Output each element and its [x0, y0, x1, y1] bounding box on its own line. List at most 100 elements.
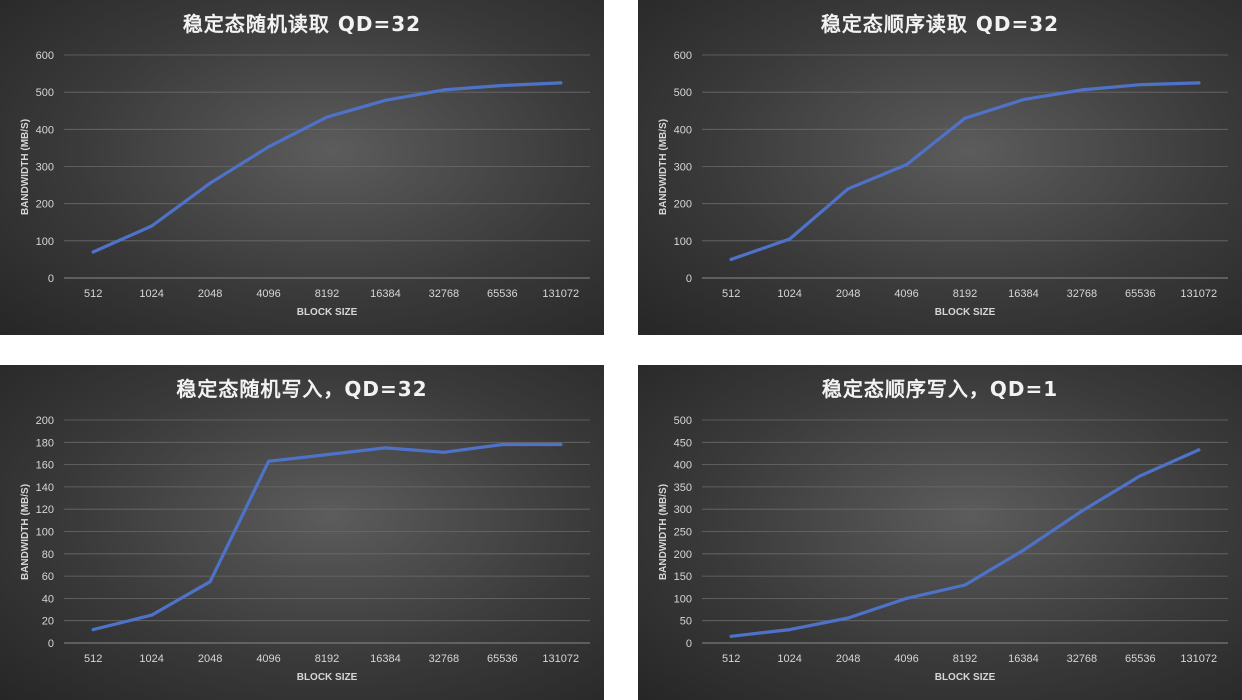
- y-tick-label: 80: [42, 549, 54, 561]
- data-point: [1021, 548, 1026, 552]
- y-tick-label: 300: [674, 504, 692, 516]
- y-tick-label: 600: [36, 50, 54, 62]
- x-tick-label: 1024: [139, 653, 163, 665]
- chart-svg: 稳定态顺序读取 QD=32 BANDWIDTH (MB/S) BLOCK SIZ…: [658, 12, 1228, 318]
- y-tick-label: 40: [42, 593, 54, 605]
- x-tick-label: 512: [84, 653, 102, 665]
- y-tick-label: 0: [686, 638, 692, 650]
- x-tick-label: 65536: [487, 653, 518, 665]
- x-tick-label: 8192: [953, 653, 977, 665]
- y-tick-label: 300: [36, 162, 54, 174]
- y-tick-label: 60: [42, 571, 54, 583]
- x-tick-label: 65536: [487, 288, 518, 300]
- y-tick-label: 50: [680, 616, 692, 628]
- data-point: [1021, 98, 1026, 102]
- data-point: [788, 237, 792, 241]
- data-point: [788, 628, 792, 632]
- y-tick-label: 0: [686, 273, 692, 285]
- chart-svg: 稳定态顺序写入，QD=1 BANDWIDTH (MB/S) BLOCK SIZE…: [658, 377, 1228, 683]
- x-tick-label: 1024: [777, 653, 801, 665]
- x-tick-label: 16384: [370, 653, 401, 665]
- y-tick-label: 350: [674, 482, 692, 494]
- y-tick-label: 20: [42, 616, 54, 628]
- x-tick-label: 32768: [429, 653, 460, 665]
- data-point: [1080, 88, 1084, 92]
- chart-panel-sequential-write: 稳定态顺序写入，QD=1 BANDWIDTH (MB/S) BLOCK SIZE…: [638, 365, 1242, 700]
- data-point: [846, 187, 850, 191]
- x-tick-label: 2048: [836, 288, 860, 300]
- x-axis-label: BLOCK SIZE: [297, 307, 358, 318]
- data-point: [1138, 474, 1142, 478]
- data-point: [91, 628, 95, 632]
- y-tick-label: 0: [48, 638, 54, 650]
- x-tick-label: 1024: [777, 288, 801, 300]
- y-tick-label: 200: [674, 549, 692, 561]
- gridlines: [64, 419, 590, 644]
- series-line: [91, 81, 563, 254]
- chart-title: 稳定态随机写入，QD=32: [176, 377, 427, 401]
- x-axis-label: BLOCK SIZE: [297, 672, 358, 683]
- data-point: [208, 181, 212, 185]
- x-tick-label: 16384: [1008, 653, 1039, 665]
- data-point: [150, 613, 154, 617]
- x-tick-label: 131072: [542, 653, 579, 665]
- y-axis-label: BANDWIDTH (MB/S): [658, 484, 669, 580]
- series-line: [91, 442, 563, 632]
- y-axis-label: BANDWIDTH (MB/S): [658, 119, 669, 215]
- x-tick-label: 1024: [139, 288, 163, 300]
- data-point: [150, 224, 154, 228]
- chart-panel-sequential-read: 稳定态顺序读取 QD=32 BANDWIDTH (MB/S) BLOCK SIZ…: [638, 0, 1242, 335]
- data-point: [1080, 509, 1084, 513]
- x-tick-label: 32768: [1067, 653, 1098, 665]
- y-tick-label: 400: [674, 124, 692, 136]
- x-tick-label: 131072: [542, 288, 579, 300]
- y-tick-label: 250: [674, 527, 692, 539]
- x-tick-label: 512: [722, 653, 740, 665]
- chart-svg: 稳定态随机写入，QD=32 BANDWIDTH (MB/S) BLOCK SIZ…: [20, 377, 590, 683]
- x-tick-label: 8192: [953, 288, 977, 300]
- chart-panel-random-write: 稳定态随机写入，QD=32 BANDWIDTH (MB/S) BLOCK SIZ…: [0, 365, 604, 700]
- x-tick-label: 16384: [370, 288, 401, 300]
- y-tick-label: 400: [674, 460, 692, 472]
- y-tick-label: 100: [36, 236, 54, 248]
- data-point: [500, 442, 504, 447]
- chart-title: 稳定态顺序写入，QD=1: [822, 377, 1058, 401]
- y-tick-label: 500: [674, 87, 692, 99]
- x-tick-label: 131072: [1180, 288, 1217, 300]
- chart-svg: 稳定态随机读取 QD=32 BANDWIDTH (MB/S) BLOCK SIZ…: [20, 12, 590, 318]
- x-tick-label: 16384: [1008, 288, 1039, 300]
- x-tick-label: 512: [84, 288, 102, 300]
- data-point: [559, 442, 563, 447]
- x-tick-label: 32768: [429, 288, 460, 300]
- data-point: [846, 616, 850, 620]
- data-point: [500, 83, 504, 88]
- x-tick-label: 2048: [836, 653, 860, 665]
- y-axis-label: BANDWIDTH (MB/S): [20, 484, 31, 580]
- y-tick-label: 500: [674, 415, 692, 427]
- data-point: [1197, 448, 1201, 452]
- data-point: [1197, 81, 1201, 85]
- y-tick-label: 600: [674, 50, 692, 62]
- y-tick-label: 450: [674, 437, 692, 449]
- series-line: [729, 448, 1201, 638]
- y-tick-label: 400: [36, 124, 54, 136]
- x-tick-label: 8192: [315, 288, 339, 300]
- data-point: [442, 88, 446, 92]
- y-tick-label: 200: [36, 415, 54, 427]
- data-point: [729, 257, 733, 262]
- x-tick-label: 4096: [894, 288, 918, 300]
- x-axis-label: BLOCK SIZE: [935, 672, 996, 683]
- x-tick-label: 512: [722, 288, 740, 300]
- gridlines: [702, 419, 1228, 644]
- y-tick-label: 0: [48, 273, 54, 285]
- x-tick-label: 2048: [198, 288, 222, 300]
- y-tick-label: 100: [674, 593, 692, 605]
- chart-panel-random-read: 稳定态随机读取 QD=32 BANDWIDTH (MB/S) BLOCK SIZ…: [0, 0, 604, 335]
- y-tick-label: 180: [36, 437, 54, 449]
- x-tick-label: 65536: [1125, 653, 1156, 665]
- gridlines: [702, 54, 1228, 279]
- gridlines: [64, 54, 590, 279]
- y-tick-label: 200: [36, 199, 54, 211]
- data-point: [729, 634, 733, 638]
- data-point: [442, 450, 446, 454]
